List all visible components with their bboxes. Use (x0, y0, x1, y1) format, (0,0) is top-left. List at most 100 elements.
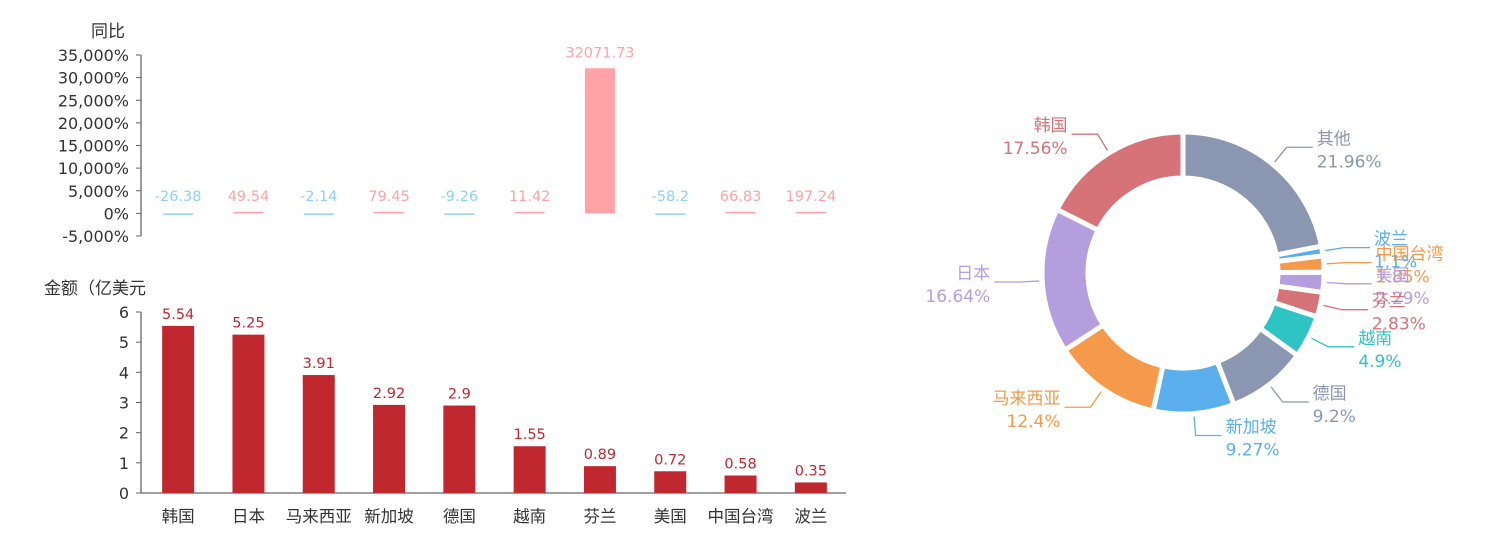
yoy-y-tick-label: 25,000% (58, 91, 129, 110)
amount-bar (724, 475, 757, 493)
yoy-data-label: 66.83 (720, 189, 762, 205)
donut-slice (1150, 359, 1237, 417)
yoy-bar (233, 211, 264, 214)
amount-data-label: 0.58 (724, 457, 756, 473)
amount-x-category-label: 芬兰 (583, 507, 616, 526)
amount-data-label: 2.92 (373, 386, 405, 402)
donut-slice-name: 马来西亚 (993, 389, 1061, 409)
donut-leader-line (1274, 146, 1313, 163)
yoy-data-label: 197.24 (785, 189, 836, 205)
amount-y-tick-label: 5 (119, 333, 129, 352)
donut-leader-line (1325, 246, 1371, 252)
donut-leader-line (1071, 133, 1109, 151)
yoy-bar (795, 211, 826, 214)
yoy-data-label: 79.45 (368, 189, 410, 205)
yoy-bar (584, 68, 615, 214)
amount-data-label: 3.91 (303, 356, 335, 372)
donut-leader-line (1193, 416, 1222, 437)
amount-bar (443, 405, 476, 493)
amount-bar (162, 325, 195, 493)
yoy-y-tick-label: 15,000% (58, 137, 129, 156)
donut-slice-name: 中国台湾 (1376, 245, 1444, 265)
donut-leader-line (1064, 391, 1102, 408)
amount-data-label: 0.35 (795, 463, 827, 479)
amount-axis-title: 金额（亿美元 (44, 279, 146, 299)
amount-x-category-label: 日本 (232, 507, 265, 526)
share-donut-chart: 其他 21.96% 波兰 1.1%中国台湾 1.85%美国 2.29%芬兰 2.83%越南 4… (925, 116, 1443, 460)
yoy-y-tick-label: 30,000% (58, 69, 129, 88)
yoy-y-tick-label: 10,000% (58, 159, 129, 178)
yoy-data-label: 32071.73 (565, 45, 634, 61)
donut-leader-line (1323, 304, 1368, 311)
amount-bar (232, 334, 265, 493)
yoy-data-label: -2.14 (300, 189, 338, 205)
amount-bar (654, 471, 687, 493)
yoy-bar (303, 213, 334, 215)
donut-slice-percent: 12.4% (1007, 412, 1061, 432)
donut-leader-line (994, 280, 1040, 283)
donut-leader-line (1270, 386, 1309, 403)
yoy-bar (655, 213, 686, 215)
yoy-y-tick-label: -5,000% (62, 227, 129, 246)
amount-x-category-label: 马来西亚 (286, 507, 352, 526)
yoy-bar (374, 211, 405, 214)
amount-y-tick-label: 0 (119, 484, 129, 503)
yoy-bar-chart: 同比 35,000% 30,000% 25,000% 20,000% 15,000% 10… (58, 22, 836, 246)
donut-slice (1054, 129, 1186, 233)
donut-slice-percent: 17.56% (1003, 139, 1068, 159)
donut-slice (1180, 129, 1324, 258)
amount-y-tick-label: 4 (119, 363, 129, 382)
yoy-y-tick-label: 35,000% (58, 46, 129, 65)
donut-slice-name: 越南 (1358, 329, 1392, 349)
donut-slice-name: 新加坡 (1226, 418, 1277, 438)
yoy-y-tick-label: 0% (104, 204, 129, 223)
amount-bar (513, 446, 546, 493)
amount-x-category-label: 德国 (443, 507, 476, 526)
donut-slice-name: 芬兰 (1372, 292, 1406, 312)
amount-x-category-label: 波兰 (794, 507, 827, 526)
amount-data-label: 0.72 (654, 452, 686, 468)
amount-data-label: 5.54 (162, 307, 194, 323)
donut-slice-percent: 4.9% (1358, 352, 1401, 372)
amount-data-label: 2.9 (448, 387, 471, 403)
yoy-bar (163, 213, 194, 215)
amount-bar (583, 466, 616, 493)
amount-bar-chart: 金额（亿美元 6 5 4 3 2 1 0 5.54 韩国 5.25 日本 3.91 马来西亚 2.92 新加… (44, 279, 846, 526)
yoy-data-label: -9.26 (441, 189, 479, 205)
yoy-y-tick-label: 20,000% (58, 114, 129, 133)
donut-slice-percent: 9.27% (1226, 441, 1280, 461)
donut-slice-percent: 1.1% (1374, 253, 1417, 273)
donut-leader-line (1326, 281, 1372, 285)
donut-slice-name: 波兰 (1374, 230, 1408, 250)
donut-slice-name: 其他 (1317, 129, 1351, 149)
yoy-bar (444, 213, 475, 215)
amount-data-label: 5.25 (232, 316, 264, 332)
amount-data-label: 0.89 (584, 447, 616, 463)
amount-x-category-label: 中国台湾 (708, 507, 774, 526)
amount-bar (794, 482, 827, 493)
donut-slice-percent: 16.64% (925, 287, 990, 307)
donut-slice-percent: 1.85% (1376, 268, 1430, 288)
donut-slice-name: 日本 (956, 264, 990, 284)
donut-slice-name: 韩国 (1034, 116, 1068, 136)
amount-bar (373, 404, 406, 493)
donut-leader-line (1326, 261, 1372, 265)
amount-x-category-label: 越南 (513, 507, 546, 526)
yoy-data-label: -26.38 (155, 189, 202, 205)
yoy-y-tick-label: 5,000% (68, 182, 129, 201)
amount-bar (302, 375, 335, 493)
amount-x-category-label: 美国 (654, 507, 687, 526)
yoy-data-label: 49.54 (228, 189, 270, 205)
amount-x-category-label: 韩国 (162, 507, 195, 526)
donut-leader-line (1311, 337, 1355, 348)
donut-slice-name: 美国 (1376, 266, 1410, 286)
donut-slice-percent: 2.29% (1376, 289, 1430, 309)
yoy-data-label: 11.42 (509, 189, 551, 205)
yoy-axis-title: 同比 (91, 22, 125, 42)
amount-y-tick-label: 3 (119, 394, 129, 413)
yoy-bar (725, 211, 756, 214)
amount-x-category-label: 新加坡 (364, 507, 414, 526)
yoy-data-label: -58.2 (651, 189, 689, 205)
donut-slice-percent: 9.2% (1313, 407, 1356, 427)
